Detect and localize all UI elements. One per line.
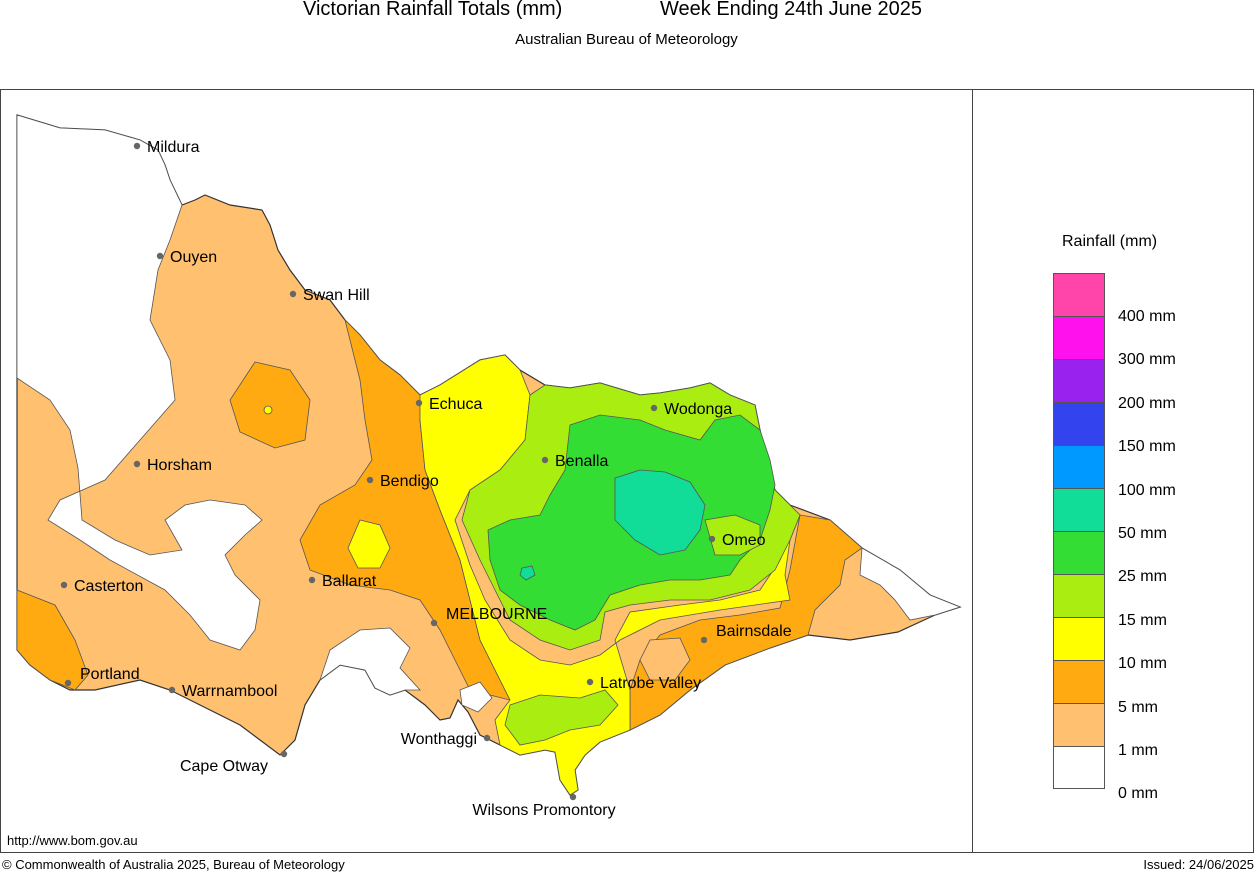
town-dot-echuca (415, 399, 423, 407)
town-dot-casterton (60, 581, 68, 589)
zone-0mm-southwest (16, 114, 263, 651)
legend-swatch (1053, 531, 1105, 574)
legend-swatch (1053, 703, 1105, 746)
western-port (459, 681, 493, 713)
zone-10mm-ballarat (347, 519, 391, 569)
zone-15mm-south (504, 689, 619, 746)
zone-5mm-east (629, 514, 863, 731)
town-dot-portland (64, 679, 72, 687)
legend-swatch (1053, 316, 1105, 359)
legend-swatch (1053, 359, 1105, 402)
source-url[interactable]: http://www.bom.gov.au (7, 833, 138, 848)
zone-5mm-west (16, 589, 89, 691)
town-label-casterton: Casterton (74, 578, 143, 595)
map-period: Week Ending 24th June 2025 (660, 0, 923, 20)
town-label-melbourne: MELBOURNE (446, 606, 547, 623)
town-label-ouyen: Ouyen (170, 249, 217, 266)
zone-50mm-spot (519, 565, 536, 581)
town-dot-omeo (708, 535, 716, 543)
map-subtitle: Australian Bureau of Meteorology (515, 31, 738, 48)
town-dot-ballarat (308, 576, 316, 584)
legend-label: 200 mm (1118, 394, 1176, 412)
town-label-ballarat: Ballarat (322, 573, 377, 590)
town-dot-melbourne (430, 619, 438, 627)
legend-swatch (1053, 617, 1105, 660)
town-label-bendigo: Bendigo (380, 473, 439, 490)
legend-label: 100 mm (1118, 481, 1176, 499)
legend-label: 1 mm (1118, 742, 1158, 759)
legend-label: 0 mm (1118, 785, 1158, 803)
legend-label: 150 mm (1118, 438, 1176, 456)
town-dot-horsham (133, 460, 141, 468)
town-label-mildura: Mildura (147, 139, 200, 156)
zone-5mm-wimmera (229, 361, 311, 449)
town-label-wilsons-promontory: Wilsons Promontory (472, 802, 615, 819)
legend-label: 25 mm (1118, 568, 1167, 586)
town-dot-wodonga (650, 404, 658, 412)
town-label-bairnsdale: Bairnsdale (716, 623, 792, 640)
legend-label: 5 mm (1118, 698, 1158, 716)
town-dot-bairnsdale (700, 636, 708, 644)
map-frame (0, 89, 1254, 853)
zone-50mm (614, 469, 706, 556)
town-dot-swan-hill (289, 290, 297, 298)
town-label-benalla: Benalla (555, 453, 608, 470)
legend-swatch (1053, 660, 1105, 703)
town-label-omeo: Omeo (722, 532, 766, 549)
zone-15mm-inner (704, 514, 761, 556)
town-dot-warrnambool (168, 686, 176, 694)
zone-10mm (419, 354, 801, 796)
legend-label: 15 mm (1118, 611, 1167, 629)
town-dot-mildura (133, 142, 141, 150)
map-title: Victorian Rainfall Totals (mm) (303, 0, 563, 20)
town-label-latrobe-valley: Latrobe Valley (600, 675, 701, 692)
copyright-notice: © Commonwealth of Australia 2025, Bureau… (2, 857, 345, 872)
town-dot-ouyen (156, 252, 164, 260)
legend-label: 400 mm (1118, 308, 1176, 325)
legend-swatch (1053, 402, 1105, 445)
town-label-echuca: Echuca (429, 396, 482, 413)
legend-swatch (1053, 488, 1105, 531)
zone-10mm-spot (263, 405, 273, 415)
legend-label: 300 mm (1118, 351, 1176, 369)
issued-date: Issued: 24/06/2025 (1143, 857, 1254, 872)
legend-swatch (1053, 574, 1105, 617)
town-label-cape-otway: Cape Otway (180, 758, 268, 775)
town-dot-latrobe-valley (586, 678, 594, 686)
legend-title: Rainfall (mm) (1062, 233, 1158, 250)
rainfall-map: Mildura Ouyen Swan Hill Echuca Wodonga Benall… (16, 114, 962, 819)
town-label-portland: Portland (80, 666, 140, 683)
town-dot-wilsons-promontory (569, 793, 577, 801)
rainfall-legend (1053, 273, 1105, 789)
town-dot-cape-otway (280, 750, 288, 758)
town-label-swan-hill: Swan Hill (303, 287, 370, 304)
town-label-wonthaggi: Wonthaggi (401, 731, 477, 748)
town-dot-wonthaggi (483, 734, 491, 742)
legend-swatch (1053, 273, 1105, 316)
town-label-wodonga: Wodonga (664, 401, 732, 418)
town-label-horsham: Horsham (147, 457, 212, 474)
legend-swatch (1053, 445, 1105, 488)
town-markers: Mildura Ouyen Swan Hill Echuca Wodonga Benall… (60, 139, 792, 819)
town-label-warrnambool: Warrnambool (182, 683, 277, 700)
legend-swatch (1053, 746, 1105, 789)
port-phillip-bay (319, 627, 421, 696)
legend-label: 10 mm (1118, 655, 1167, 673)
town-dot-bendigo (366, 476, 374, 484)
town-dot-benalla (541, 456, 549, 464)
zone-0mm-east (859, 547, 962, 621)
zone-1mm-bairnsdale (639, 637, 691, 681)
legend-label: 50 mm (1118, 525, 1167, 542)
frame-divider (972, 89, 973, 853)
